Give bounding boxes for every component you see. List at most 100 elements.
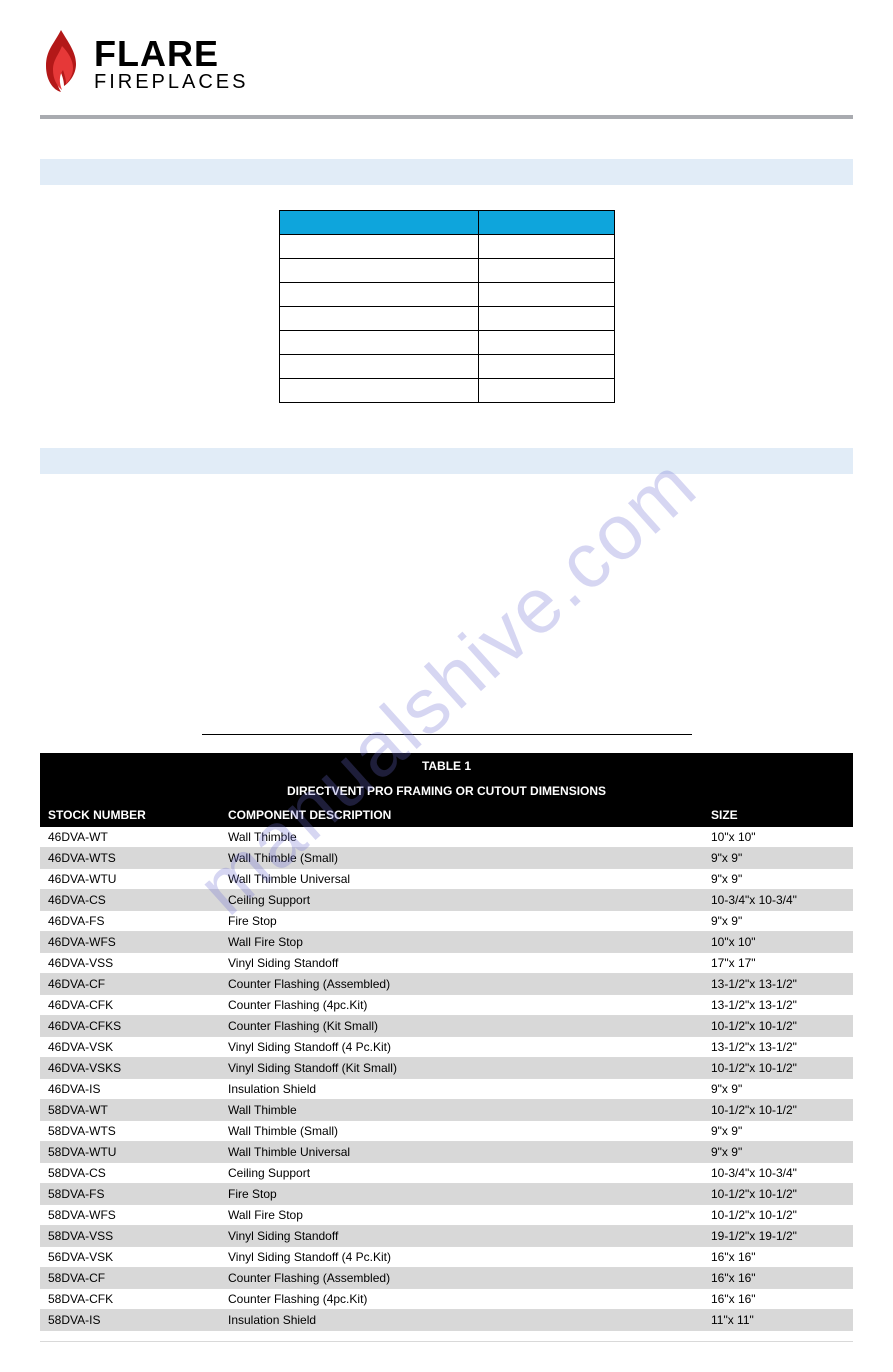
cell-desc: Fire Stop bbox=[220, 1184, 703, 1205]
cell-size: 16"x 16" bbox=[703, 1247, 853, 1268]
table-row: 46DVA-VSKVinyl Siding Standoff (4 Pc.Kit… bbox=[40, 1037, 853, 1058]
cell-size: 13-1/2"x 13-1/2" bbox=[703, 1037, 853, 1058]
cell-desc: Insulation Shield bbox=[220, 1310, 703, 1331]
logo-title: FLARE bbox=[94, 36, 248, 72]
footer-rule bbox=[40, 1341, 853, 1342]
cell-stock: 58DVA-WTS bbox=[40, 1121, 220, 1142]
table-row: 46DVA-VSSVinyl Siding Standoff17"x 17" bbox=[40, 953, 853, 974]
cell-size: 13-1/2"x 13-1/2" bbox=[703, 995, 853, 1016]
cell-size: 11"x 11" bbox=[703, 1310, 853, 1331]
table-row: 56DVA-VSKVinyl Siding Standoff (4 Pc.Kit… bbox=[40, 1247, 853, 1268]
cell-stock: 46DVA-FS bbox=[40, 911, 220, 932]
table-row bbox=[279, 355, 614, 379]
cell-size: 9"x 9" bbox=[703, 1121, 853, 1142]
cell-size: 10-1/2"x 10-1/2" bbox=[703, 1205, 853, 1226]
cell-stock: 58DVA-CS bbox=[40, 1163, 220, 1184]
table-row: 46DVA-CFKSCounter Flashing (Kit Small)10… bbox=[40, 1016, 853, 1037]
section-bar-2 bbox=[40, 448, 853, 474]
table-row: 46DVA-VSKSVinyl Siding Standoff (Kit Sma… bbox=[40, 1058, 853, 1079]
cell-desc: Counter Flashing (Kit Small) bbox=[220, 1016, 703, 1037]
cell-desc: Fire Stop bbox=[220, 911, 703, 932]
cell-desc: Wall Thimble (Small) bbox=[220, 848, 703, 869]
cell-desc: Counter Flashing (Assembled) bbox=[220, 974, 703, 995]
cell-desc: Counter Flashing (4pc.Kit) bbox=[220, 995, 703, 1016]
table-row: 46DVA-WTUWall Thimble Universal9"x 9" bbox=[40, 869, 853, 890]
logo: FLARE FIREPLACES bbox=[40, 30, 853, 97]
cell-size: 9"x 9" bbox=[703, 869, 853, 890]
cell-stock: 58DVA-WFS bbox=[40, 1205, 220, 1226]
cell-desc: Insulation Shield bbox=[220, 1079, 703, 1100]
cell-size: 10-3/4"x 10-3/4" bbox=[703, 1163, 853, 1184]
cell-size: 9"x 9" bbox=[703, 911, 853, 932]
cell-desc: Vinyl Siding Standoff bbox=[220, 953, 703, 974]
cell-size: 9"x 9" bbox=[703, 1079, 853, 1100]
cell-desc: Wall Fire Stop bbox=[220, 932, 703, 953]
table-row bbox=[279, 307, 614, 331]
table-row: 58DVA-CFCounter Flashing (Assembled)16"x… bbox=[40, 1268, 853, 1289]
simple-table bbox=[279, 210, 615, 403]
col-header-stock: STOCK NUMBER bbox=[40, 803, 220, 827]
table-row bbox=[279, 379, 614, 403]
table-row: 58DVA-WFSWall Fire Stop10-1/2"x 10-1/2" bbox=[40, 1205, 853, 1226]
table-row: 58DVA-CSCeiling Support10-3/4"x 10-3/4" bbox=[40, 1163, 853, 1184]
table-row: 46DVA-CFKCounter Flashing (4pc.Kit)13-1/… bbox=[40, 995, 853, 1016]
cell-stock: 46DVA-VSS bbox=[40, 953, 220, 974]
cell-size: 9"x 9" bbox=[703, 1142, 853, 1163]
cell-desc: Wall Thimble bbox=[220, 1100, 703, 1121]
table-row: 58DVA-FSFire Stop10-1/2"x 10-1/2" bbox=[40, 1184, 853, 1205]
cell-stock: 46DVA-CFKS bbox=[40, 1016, 220, 1037]
mid-divider bbox=[202, 734, 692, 735]
cell-stock: 58DVA-VSS bbox=[40, 1226, 220, 1247]
cell-stock: 46DVA-CFK bbox=[40, 995, 220, 1016]
cell-desc: Wall Thimble bbox=[220, 827, 703, 848]
cell-stock: 58DVA-IS bbox=[40, 1310, 220, 1331]
table-row bbox=[279, 331, 614, 355]
table-row: 46DVA-WTWall Thimble10"x 10" bbox=[40, 827, 853, 848]
cell-desc: Vinyl Siding Standoff bbox=[220, 1226, 703, 1247]
table-row: 58DVA-VSSVinyl Siding Standoff19-1/2"x 1… bbox=[40, 1226, 853, 1247]
cell-stock: 46DVA-VSK bbox=[40, 1037, 220, 1058]
cell-size: 10-1/2"x 10-1/2" bbox=[703, 1184, 853, 1205]
table-row: 46DVA-CSCeiling Support10-3/4"x 10-3/4" bbox=[40, 890, 853, 911]
cell-size: 10"x 10" bbox=[703, 932, 853, 953]
cell-desc: Wall Thimble Universal bbox=[220, 1142, 703, 1163]
cell-desc: Wall Fire Stop bbox=[220, 1205, 703, 1226]
cell-stock: 46DVA-WTS bbox=[40, 848, 220, 869]
cell-size: 10-1/2"x 10-1/2" bbox=[703, 1016, 853, 1037]
cell-size: 10"x 10" bbox=[703, 827, 853, 848]
col-header-size: SIZE bbox=[703, 803, 853, 827]
cell-stock: 58DVA-CF bbox=[40, 1268, 220, 1289]
cell-size: 9"x 9" bbox=[703, 848, 853, 869]
cell-stock: 46DVA-CF bbox=[40, 974, 220, 995]
table-row: 46DVA-FSFire Stop9"x 9" bbox=[40, 911, 853, 932]
cell-stock: 58DVA-WTU bbox=[40, 1142, 220, 1163]
cell-desc: Vinyl Siding Standoff (4 Pc.Kit) bbox=[220, 1037, 703, 1058]
cell-stock: 46DVA-VSKS bbox=[40, 1058, 220, 1079]
cell-size: 19-1/2"x 19-1/2" bbox=[703, 1226, 853, 1247]
cell-size: 17"x 17" bbox=[703, 953, 853, 974]
table-row bbox=[279, 283, 614, 307]
col-header-desc: COMPONENT DESCRIPTION bbox=[220, 803, 703, 827]
cell-size: 10-1/2"x 10-1/2" bbox=[703, 1100, 853, 1121]
table-title: TABLE 1 bbox=[40, 753, 853, 779]
flame-icon bbox=[40, 30, 82, 97]
cell-size: 16"x 16" bbox=[703, 1289, 853, 1310]
cell-desc: Ceiling Support bbox=[220, 1163, 703, 1184]
table-row bbox=[279, 235, 614, 259]
cell-desc: Counter Flashing (4pc.Kit) bbox=[220, 1289, 703, 1310]
section-bar-1 bbox=[40, 159, 853, 185]
table-row: 46DVA-ISInsulation Shield9"x 9" bbox=[40, 1079, 853, 1100]
cell-stock: 46DVA-IS bbox=[40, 1079, 220, 1100]
table-row: 58DVA-WTWall Thimble10-1/2"x 10-1/2" bbox=[40, 1100, 853, 1121]
logo-subtitle: FIREPLACES bbox=[94, 72, 248, 92]
cell-stock: 46DVA-WT bbox=[40, 827, 220, 848]
table-row: 46DVA-WFSWall Fire Stop10"x 10" bbox=[40, 932, 853, 953]
cell-desc: Counter Flashing (Assembled) bbox=[220, 1268, 703, 1289]
cell-size: 16"x 16" bbox=[703, 1268, 853, 1289]
table-row: 58DVA-WTUWall Thimble Universal9"x 9" bbox=[40, 1142, 853, 1163]
cell-size: 13-1/2"x 13-1/2" bbox=[703, 974, 853, 995]
cell-desc: Vinyl Siding Standoff (4 Pc.Kit) bbox=[220, 1247, 703, 1268]
table-row bbox=[279, 259, 614, 283]
table-row: 46DVA-WTSWall Thimble (Small)9"x 9" bbox=[40, 848, 853, 869]
cell-stock: 46DVA-WFS bbox=[40, 932, 220, 953]
